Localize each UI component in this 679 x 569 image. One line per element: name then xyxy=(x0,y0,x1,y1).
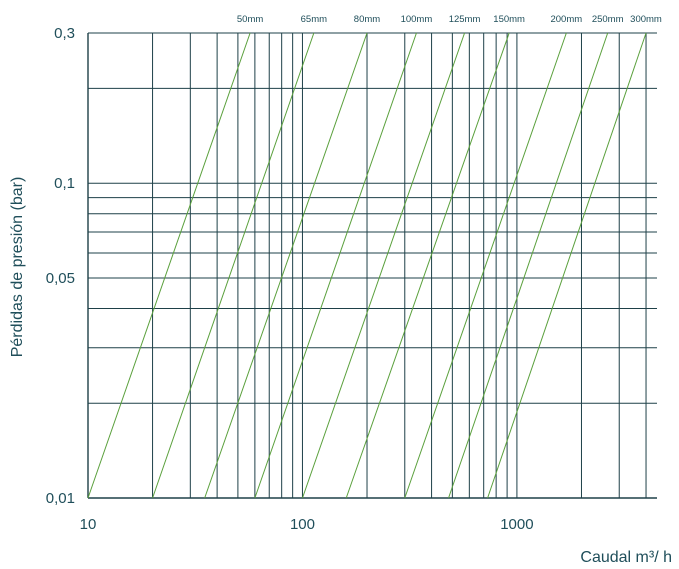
series-line-100mm xyxy=(254,32,417,499)
series-line-300mm xyxy=(487,32,647,499)
series-label-300mm: 300mm xyxy=(630,14,662,25)
y-tick-label: 0,3 xyxy=(54,25,75,42)
x-tick-label: 1000 xyxy=(500,516,533,533)
y-tick-label: 0,1 xyxy=(54,175,75,192)
x-grid-lines xyxy=(87,33,647,498)
series-label-65mm: 65mm xyxy=(301,14,327,25)
y-tick-labels: 0,3 0,1 0,05 0,01 xyxy=(46,25,75,507)
series-label-100mm: 100mm xyxy=(401,14,433,25)
y-axis-label: Pérdidas de presión (bar) xyxy=(9,177,26,358)
x-axis-label: Caudal m³/ h xyxy=(580,549,672,566)
series-label-125mm: 125mm xyxy=(449,14,481,25)
x-tick-labels: 10 100 1000 xyxy=(80,516,534,533)
series-line-125mm xyxy=(301,32,466,499)
series-labels: 50mm 65mm 80mm 100mm 125mm 150mm 200mm 250mm 300… xyxy=(237,14,662,25)
series-label-50mm: 50mm xyxy=(237,14,263,25)
series-label-150mm: 150mm xyxy=(493,14,525,25)
series-line-200mm xyxy=(404,32,567,499)
series-line-250mm xyxy=(448,32,609,499)
series-label-80mm: 80mm xyxy=(354,14,380,25)
series-line-80mm xyxy=(204,32,368,499)
x-tick-label: 10 xyxy=(80,516,97,533)
series-line-65mm xyxy=(152,32,315,499)
y-tick-label: 0,05 xyxy=(46,270,75,287)
y-tick-label: 0,01 xyxy=(46,490,75,507)
series-label-200mm: 200mm xyxy=(550,14,582,25)
x-tick-label: 100 xyxy=(290,516,315,533)
series-line-50mm xyxy=(87,32,251,499)
series-line-150mm xyxy=(345,32,510,499)
series-lines xyxy=(87,32,647,499)
series-label-250mm: 250mm xyxy=(592,14,624,25)
y-grid-lines xyxy=(88,32,657,499)
